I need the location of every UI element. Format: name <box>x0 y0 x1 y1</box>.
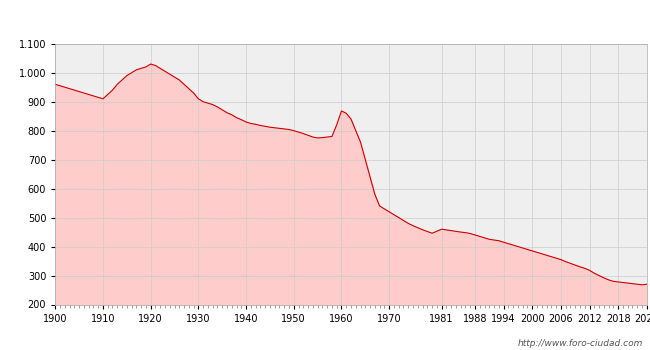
Text: Villagarcía de Campos (Municipio) - Evolucion del numero de Habitantes: Villagarcía de Campos (Municipio) - Evol… <box>94 14 556 27</box>
Text: http://www.foro-ciudad.com: http://www.foro-ciudad.com <box>518 339 644 348</box>
